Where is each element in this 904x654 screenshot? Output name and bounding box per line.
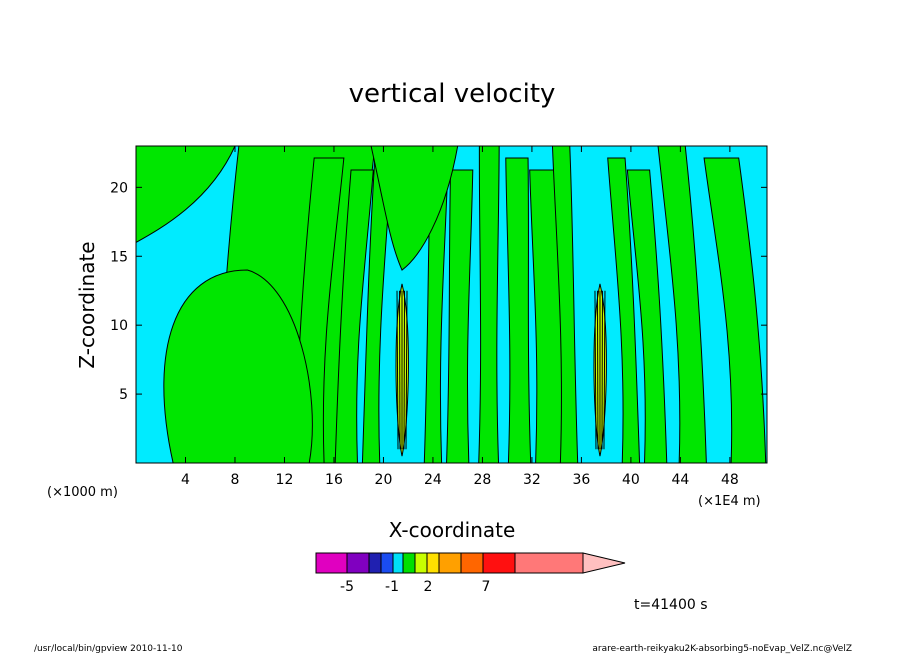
x-tick-label: 4 — [181, 472, 190, 488]
y-axis: 5 10 15 20 — [110, 180, 767, 403]
positive-velocity-band — [478, 146, 500, 463]
positive-velocity-band — [334, 169, 374, 463]
updraft-contour — [603, 290, 606, 450]
colorbar-swatch — [368, 552, 382, 574]
x-tick-label: 48 — [721, 472, 739, 488]
x-tick-label: 32 — [523, 472, 541, 488]
colorbar-label: 2 — [424, 579, 433, 595]
positive-velocity-band — [505, 157, 532, 463]
x-tick-label: 24 — [424, 472, 442, 488]
colorbar-swatch — [514, 552, 584, 574]
chart-title: vertical velocity — [349, 79, 556, 109]
colorbar-swatch — [315, 552, 348, 574]
colorbar-swatch — [392, 552, 404, 574]
colorbar-swatch — [380, 552, 394, 574]
updraft-contour — [396, 290, 399, 450]
y-tick-label: 20 — [110, 180, 128, 196]
colorbar-label: -5 — [340, 579, 354, 595]
positive-velocity-band — [626, 169, 668, 463]
x-tick-label: 8 — [231, 472, 240, 488]
positive-velocity-band — [446, 169, 474, 463]
plot-frame — [135, 145, 768, 464]
positive-velocity-band — [551, 146, 579, 463]
updraft-contour — [601, 290, 603, 450]
colorbar-swatch — [426, 552, 440, 574]
positive-velocity-band — [703, 157, 767, 463]
colorbar-labels: -5 -1 2 7 — [340, 579, 490, 595]
updraft-contour — [405, 290, 408, 450]
x-axis: 4 8 12 16 20 24 28 32 36 40 44 48 — [181, 146, 739, 488]
colorbar-swatch — [460, 552, 484, 574]
colorbar-label: -1 — [385, 579, 399, 595]
y-axis-label: Z-coordinate — [75, 241, 99, 368]
colorbar-swatch — [482, 552, 516, 574]
y-tick-label: 5 — [119, 387, 128, 403]
colorbar-swatch — [414, 552, 428, 574]
x-tick-label: 44 — [671, 472, 689, 488]
colorbar-swatch — [402, 552, 416, 574]
positive-velocity-region — [136, 146, 236, 244]
x-multiplier-label: (×1E4 m) — [698, 494, 761, 509]
positive-velocity-region — [370, 146, 459, 271]
positive-velocity-band — [423, 157, 449, 463]
x-axis-label: X-coordinate — [389, 518, 516, 542]
y-tick-label: 10 — [110, 318, 128, 334]
positive-velocity-band — [657, 146, 707, 463]
colorbar-swatch — [438, 552, 462, 574]
updraft-contour — [594, 290, 597, 450]
x-tick-label: 40 — [622, 472, 640, 488]
updraft-cores — [395, 283, 607, 457]
updraft-contour — [596, 290, 599, 450]
x-tick-label: 28 — [474, 472, 492, 488]
positive-velocity-region — [163, 269, 313, 463]
plot-area — [136, 146, 767, 463]
x-tick-label: 12 — [276, 472, 294, 488]
contour-bands — [136, 146, 767, 463]
footer-left: /usr/local/bin/gpview 2010-11-10 — [34, 644, 183, 654]
colorbar-label: 7 — [482, 579, 491, 595]
x-tick-label: 20 — [375, 472, 393, 488]
time-label: t=41400 s — [634, 597, 708, 613]
x-tick-label: 16 — [325, 472, 343, 488]
updraft-contour — [399, 290, 401, 450]
colorbar — [315, 552, 626, 574]
positive-velocity-band — [607, 157, 641, 463]
x-unit-label: (×1000 m) — [47, 485, 118, 500]
updraft-contour — [403, 290, 406, 450]
positive-velocity-band — [361, 146, 394, 463]
footer-right: arare-earth-reikyaku2K-absorbing5-noEvap… — [592, 644, 852, 654]
colorbar-swatch — [346, 552, 370, 574]
colorbar-arrow — [582, 552, 626, 574]
x-tick-label: 36 — [572, 472, 590, 488]
y-tick-label: 15 — [110, 249, 128, 265]
